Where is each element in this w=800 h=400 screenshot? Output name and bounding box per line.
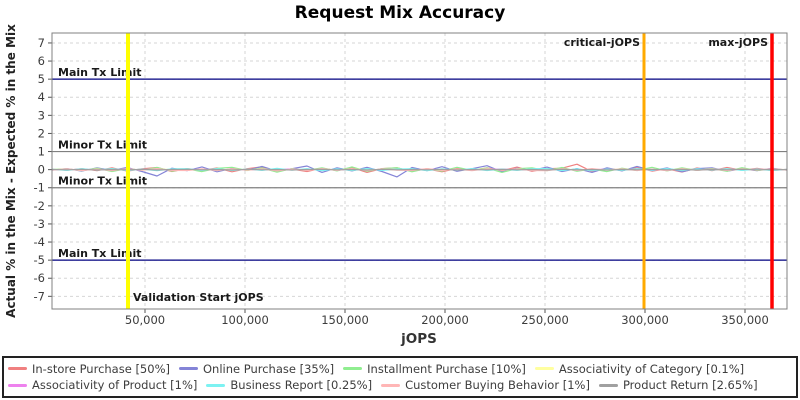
y-tick-label: -6 (34, 271, 45, 285)
plot-area: -7 -6 -5 -4 -3 -2 -1 0 1 2 3 4 5 6 7 50,000 100,000 150,0… (4, 24, 788, 347)
chart-title: Request Mix Accuracy (294, 3, 506, 23)
legend-item: Business Report [0.25%] (206, 378, 372, 392)
legend-item: Product Return [2.65%] (598, 378, 758, 393)
series-line-product-return-2-65 (52, 168, 787, 171)
y-tick-label: 5 (38, 72, 45, 86)
legend-label: Customer Buying Behavior [1%] (405, 378, 590, 393)
x-axis-label: jOPS (400, 331, 437, 347)
legend-item: Customer Buying Behavior [1%] (381, 378, 590, 392)
plot-border (51, 32, 788, 310)
y-tick-label: 3 (38, 108, 45, 122)
legend-item: In-store Purchase [50%] (8, 362, 170, 376)
legend-swatch-icon (178, 367, 198, 371)
legend-swatch-icon (534, 367, 554, 371)
y-tick-label: -7 (34, 289, 45, 303)
legend-item: Online Purchase [35%] (178, 361, 335, 376)
x-tick-label: 100,000 (221, 313, 269, 327)
legend-item: Associativity of Product [1%] (8, 378, 197, 392)
y-tick-label: 4 (38, 90, 45, 104)
x-tick-label: 250,000 (521, 313, 569, 327)
legend-swatch-icon (598, 383, 618, 387)
limit-line-label: Main Tx Limit (58, 247, 142, 260)
y-tick-label: 0 (38, 163, 45, 177)
legend-label: Installment Purchase [10%] (367, 361, 526, 376)
y-axis-label: Actual % in the Mix - Expected % in the … (4, 24, 18, 318)
legend-label: Online Purchase [35%] (202, 361, 335, 376)
y-tick-label: -5 (34, 253, 45, 267)
y-tick-label: -4 (34, 235, 45, 249)
legend-swatch-icon (8, 367, 27, 371)
legend: In-store Purchase [50%] Online Purchase [… (2, 356, 798, 398)
marker-line-label: max-jOPS (708, 36, 768, 49)
x-tick-label: 200,000 (421, 313, 469, 327)
legend-swatch-icon (8, 383, 27, 387)
y-tick-label: 2 (38, 126, 45, 140)
x-tick-label: 300,000 (621, 313, 669, 327)
y-tick-label: 6 (38, 54, 45, 68)
limit-line-label: Main Tx Limit (58, 66, 142, 79)
legend-swatch-icon (206, 383, 226, 387)
y-tick-label: 1 (38, 145, 45, 159)
marker-line-label: critical-jOPS (564, 36, 640, 49)
legend-label: In-store Purchase [50%] (32, 361, 170, 376)
legend-label: Product Return [2.65%] (622, 378, 758, 393)
y-tick-label: -3 (34, 217, 45, 231)
legend-item: Associativity of Category [0.1%] (534, 361, 745, 376)
legend-row: Associativity of Product [1%] Business Re… (8, 378, 792, 392)
y-tick-label: -1 (34, 181, 45, 195)
x-tick-label: 50,000 (125, 313, 165, 327)
x-tick-label: 350,000 (721, 313, 769, 327)
legend-row: In-store Purchase [50%] Online Purchase [… (8, 362, 792, 376)
legend-label: Business Report [0.25%] (230, 378, 373, 393)
marker-line-label: Validation Start jOPS (133, 291, 264, 304)
legend-swatch-icon (343, 367, 363, 371)
y-tick-label: -2 (34, 199, 45, 213)
x-tick-label: 150,000 (321, 313, 369, 327)
legend-swatch-icon (381, 383, 401, 387)
limit-line-label: Minor Tx Limit (58, 175, 147, 188)
legend-label: Associativity of Product [1%] (32, 378, 198, 393)
limit-line-label: Minor Tx Limit (58, 139, 147, 152)
y-tick-label: 7 (38, 36, 45, 50)
legend-item: Installment Purchase [10%] (343, 362, 526, 376)
legend-label: Associativity of Category [0.1%] (558, 361, 745, 376)
